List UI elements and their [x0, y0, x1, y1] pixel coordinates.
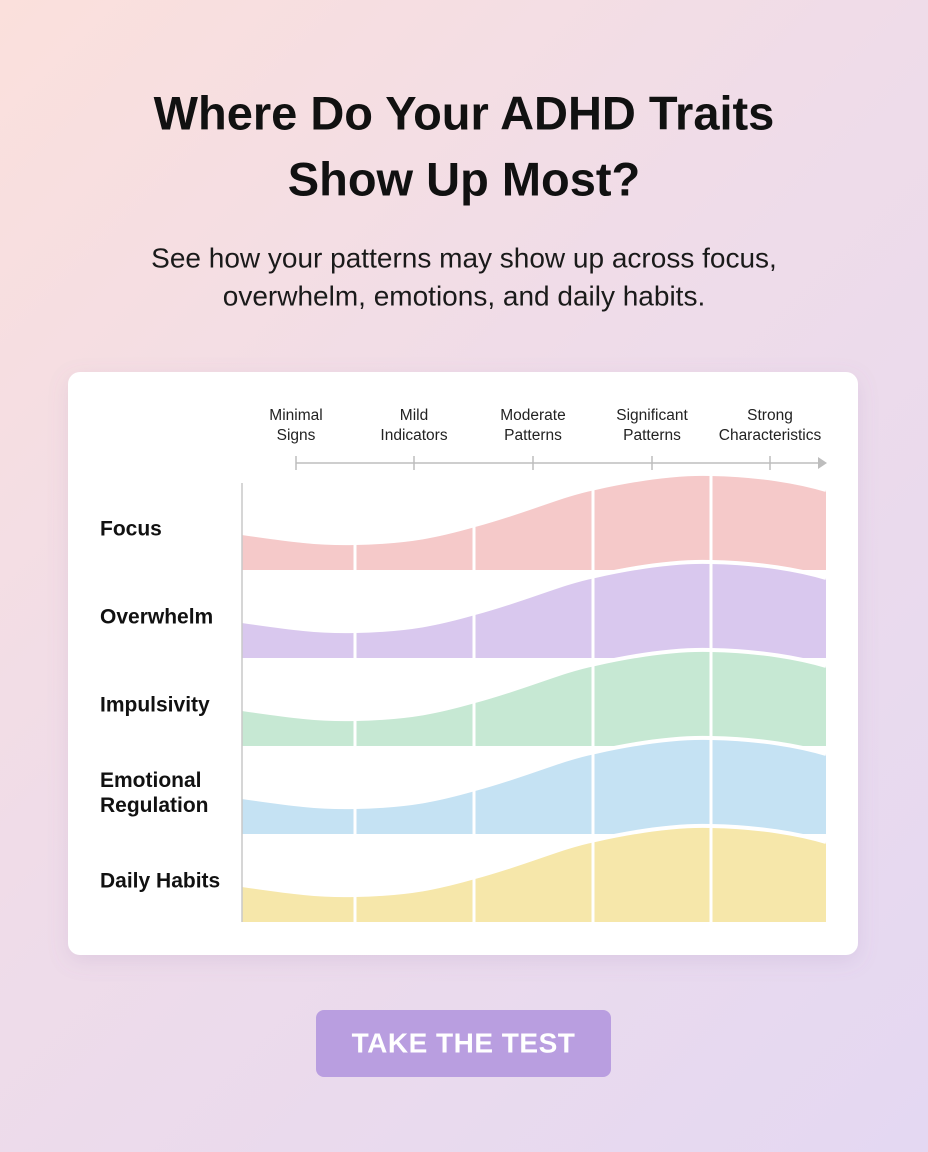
scale-arrow — [818, 457, 827, 469]
row-label: Emotional — [100, 769, 202, 792]
scale-label: Patterns — [504, 427, 562, 444]
scale-label: Mild — [400, 407, 428, 424]
row-label: Impulsivity — [100, 694, 210, 717]
title: Show Up Most? — [288, 152, 640, 205]
cta-label[interactable]: TAKE THE TEST — [352, 1027, 576, 1058]
scale-label: Characteristics — [719, 427, 822, 444]
scale-label: Moderate — [500, 407, 565, 424]
subtitle: See how your patterns may show up across… — [151, 242, 777, 273]
row-label: Daily Habits — [100, 870, 220, 893]
scale-label: Strong — [747, 407, 793, 424]
scale-label: Minimal — [269, 407, 322, 424]
scale-label: Patterns — [623, 427, 681, 444]
scale-label: Indicators — [380, 427, 447, 444]
bands — [240, 470, 828, 924]
cta-button[interactable] — [316, 1010, 611, 1077]
title: Where Do Your ADHD Traits — [154, 86, 775, 139]
scale-label: Signs — [277, 427, 316, 444]
row-label: Overwhelm — [100, 606, 213, 629]
row-label: Focus — [100, 518, 162, 541]
scale-label: Significant — [616, 407, 688, 424]
row-label: Regulation — [100, 794, 209, 817]
subtitle: overwhelm, emotions, and daily habits. — [223, 280, 705, 311]
